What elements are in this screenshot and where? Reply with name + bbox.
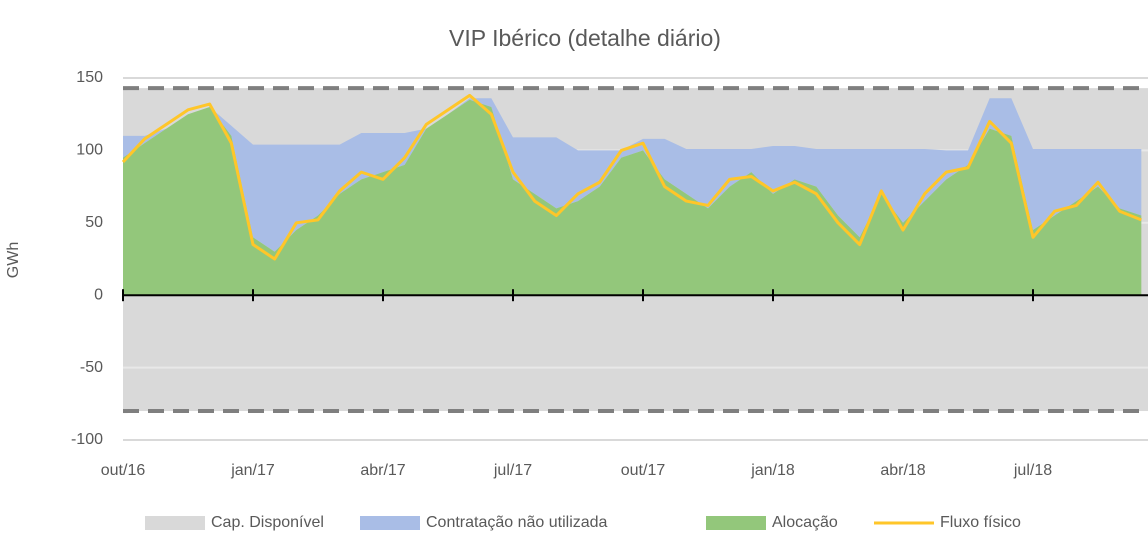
line-fluxo	[121, 93, 1142, 261]
x-tick-label: out/16	[101, 462, 146, 479]
legend-swatch	[706, 516, 766, 530]
area-contratacao	[123, 98, 1142, 252]
legend-label: Alocação	[772, 514, 838, 531]
legend-label: Contratação não utilizada	[426, 514, 608, 531]
legend-swatch	[145, 516, 205, 530]
y-tick-label: 150	[76, 69, 103, 86]
y-axis-label: GWh	[5, 242, 22, 278]
x-tick-label: jul/18	[1013, 462, 1052, 479]
x-tick-label: abr/18	[880, 462, 925, 479]
y-tick-label: 100	[76, 142, 103, 159]
area-alocacao	[123, 99, 1142, 296]
y-tick-label: 50	[85, 214, 103, 231]
x-tick-label: jan/17	[230, 462, 275, 479]
y-tick-label: -100	[71, 431, 103, 448]
y-tick-label: -50	[80, 359, 103, 376]
x-tick-label: jul/17	[493, 462, 532, 479]
legend-swatch	[360, 516, 420, 530]
legend-label: Fluxo físico	[940, 514, 1021, 531]
legend-label: Cap. Disponível	[211, 514, 324, 531]
chart-title: VIP Ibérico (detalhe diário)	[449, 25, 721, 51]
x-tick-label: out/17	[621, 462, 666, 479]
x-tick-label: abr/17	[360, 462, 405, 479]
x-tick-label: jan/18	[750, 462, 795, 479]
y-tick-label: 0	[94, 286, 103, 303]
